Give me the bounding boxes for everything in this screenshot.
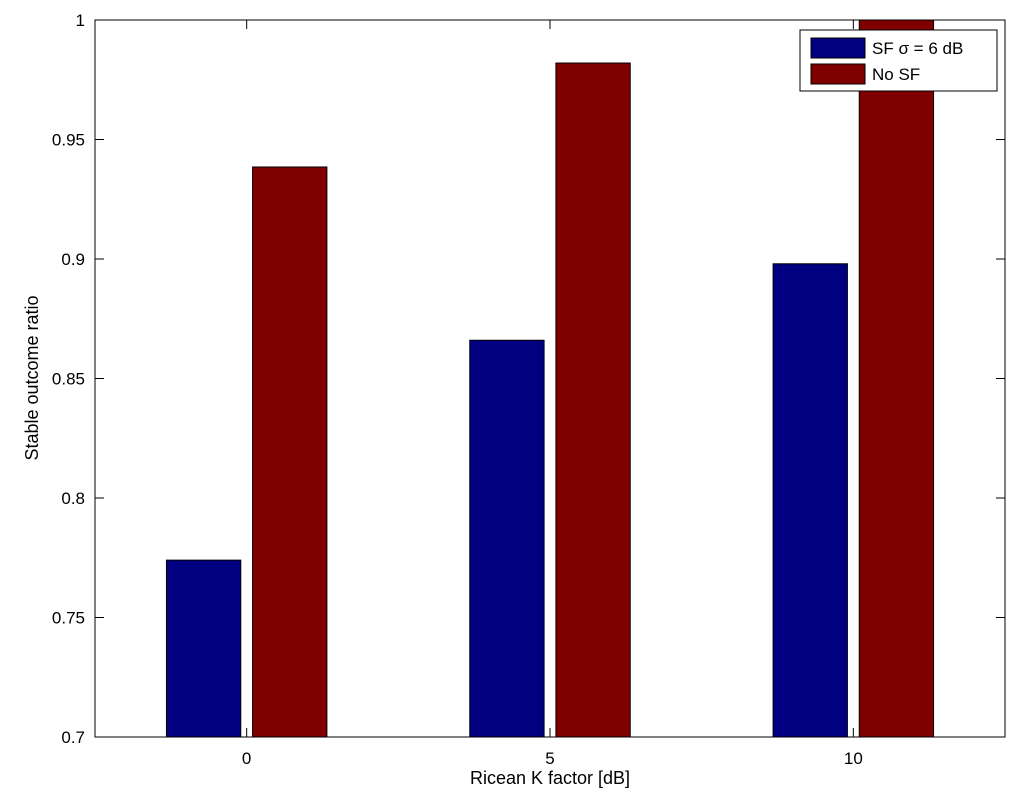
- ticks-group: [95, 19, 1005, 738]
- y-tick-label: 0.9: [61, 250, 85, 269]
- y-tick-label: 0.75: [52, 609, 85, 628]
- y-tick-label: 0.7: [61, 728, 85, 747]
- x-axis-label: Ricean K factor [dB]: [470, 768, 630, 788]
- legend-label-series2: No SF: [872, 65, 920, 84]
- x-tick-label: 0: [242, 749, 251, 768]
- legend-swatch-series2: [810, 63, 866, 85]
- bar-series2-10: [858, 19, 935, 738]
- y-tick-label: 1: [76, 11, 85, 30]
- legend: SF σ = 6 dB No SF: [799, 29, 998, 92]
- y-axis-label: Stable outcome ratio: [22, 295, 42, 460]
- bars-group: [165, 19, 935, 738]
- y-tick-label: 0.95: [52, 131, 85, 150]
- y-tick-label: 0.8: [61, 489, 85, 508]
- bar-series1-5: [469, 339, 545, 738]
- bar-series2-5: [555, 62, 631, 738]
- x-tick-label: 10: [844, 749, 863, 768]
- plot-area: [95, 20, 1005, 737]
- bar-series1-0: [165, 559, 242, 738]
- bar-series2-0: [252, 166, 328, 738]
- bar-series1-10: [772, 263, 848, 738]
- x-tick-label: 5: [545, 749, 554, 768]
- y-tick-label: 0.85: [52, 370, 85, 389]
- legend-label-series1: SF σ = 6 dB: [872, 39, 963, 58]
- legend-swatch-series1: [810, 37, 866, 59]
